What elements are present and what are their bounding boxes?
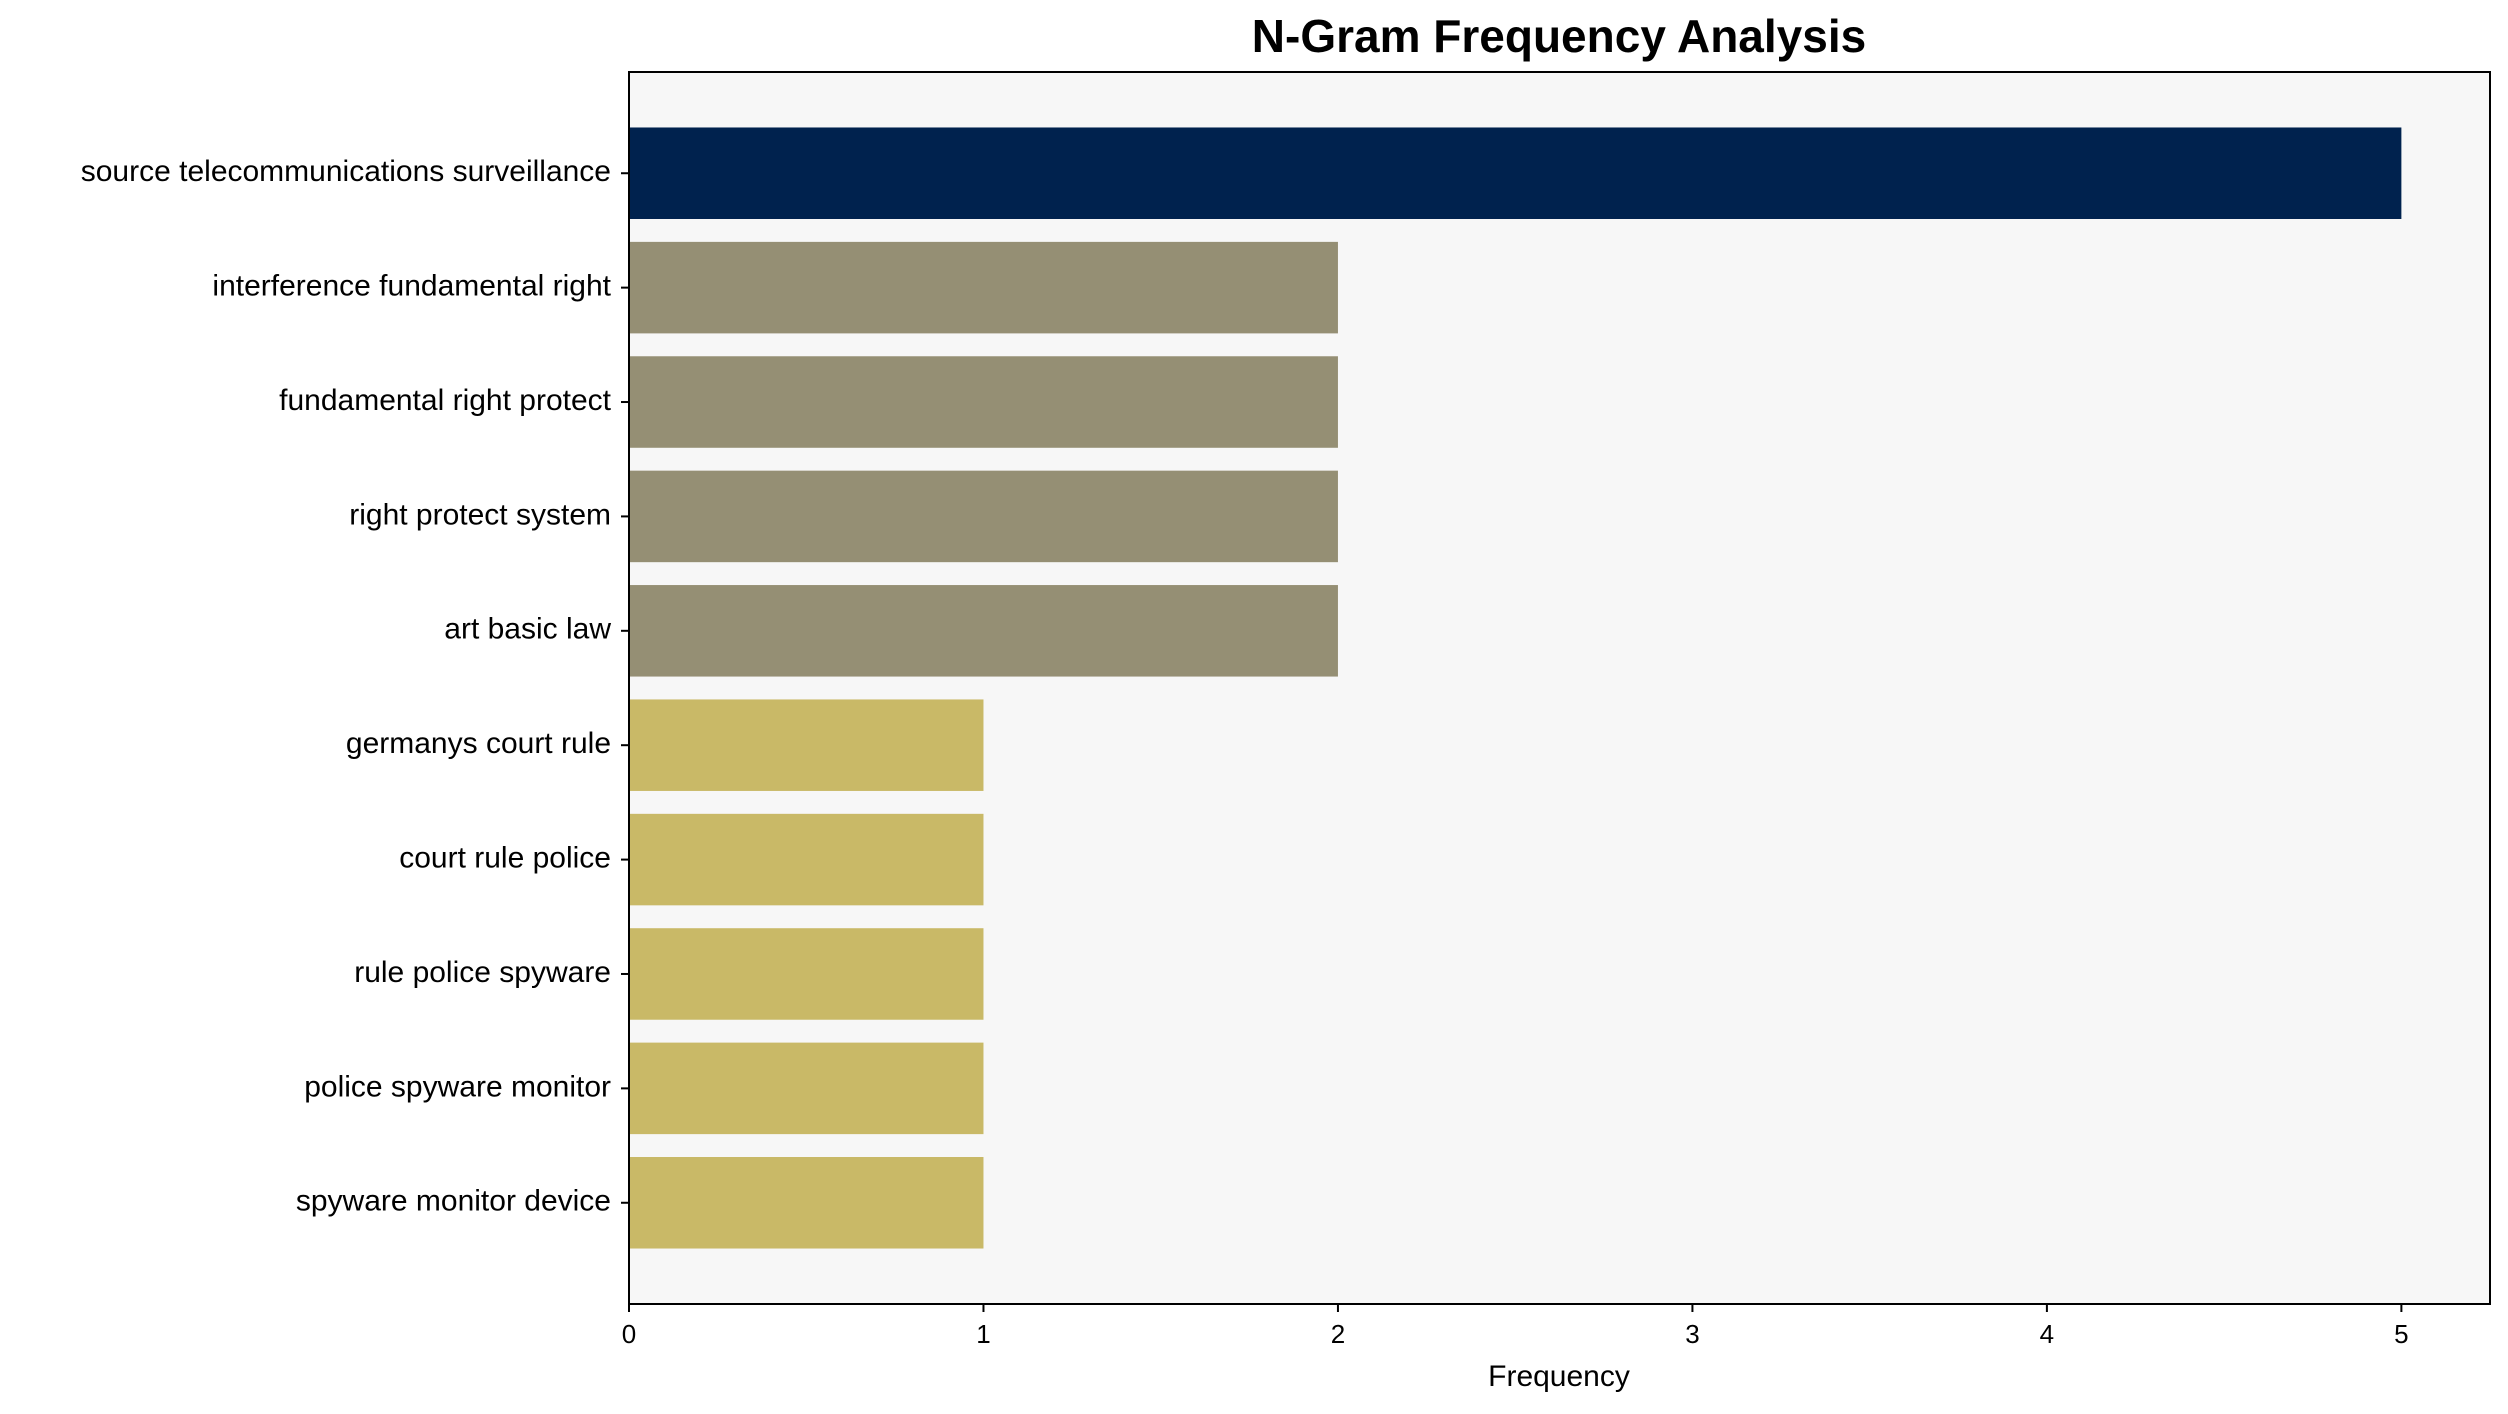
x-tick-label: 3 [1685, 1319, 1699, 1349]
bar [629, 699, 984, 791]
y-tick-label: interference fundamental right [212, 270, 611, 303]
bar [629, 1042, 984, 1135]
bar [629, 1157, 984, 1249]
y-tick-label: right protect system [349, 498, 611, 531]
bar [629, 241, 1338, 334]
x-axis-label: Frequency [1488, 1360, 1630, 1393]
y-tick-label: source telecommunications surveillance [81, 155, 611, 188]
bar [629, 356, 1338, 448]
y-tick-label: court rule police [399, 842, 611, 875]
x-tick-label: 4 [2040, 1319, 2054, 1349]
bar [629, 928, 984, 1020]
bar [629, 585, 1338, 677]
bar [629, 813, 984, 906]
y-tick-label: germanys court rule [346, 727, 611, 760]
x-tick-label: 2 [1331, 1319, 1345, 1349]
y-tick-label: rule police spyware [354, 956, 611, 989]
y-tick-label: art basic law [444, 613, 611, 646]
y-tick-label: spyware monitor device [296, 1185, 611, 1218]
y-tick-label: police spyware monitor [304, 1070, 611, 1103]
bar [629, 127, 2402, 219]
y-tick-label: fundamental right protect [279, 384, 612, 417]
x-tick-label: 0 [622, 1319, 636, 1349]
x-tick-label: 5 [2394, 1319, 2408, 1349]
chart-title: N-Gram Frequency Analysis [1252, 10, 1866, 62]
bar [629, 470, 1338, 563]
plot-frame [628, 71, 2491, 1305]
x-tick-label: 1 [976, 1319, 990, 1349]
